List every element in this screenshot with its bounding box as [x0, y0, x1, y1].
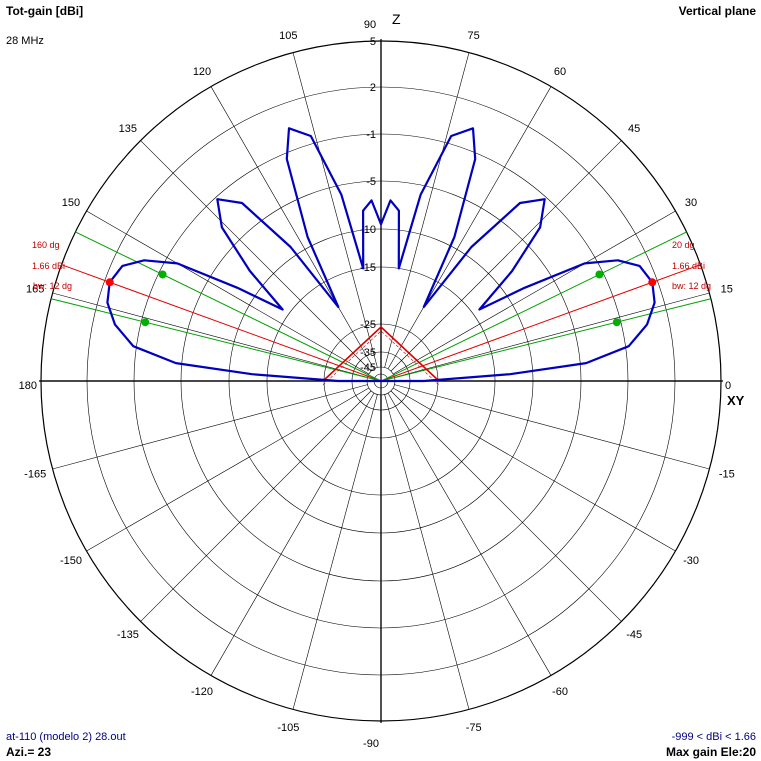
beamwidth-marker	[595, 270, 604, 279]
beam-angle-label: 20 dg	[672, 240, 695, 250]
beamwidth-label: bw: 12 dg	[33, 281, 72, 291]
gain-tick-label: 5	[370, 36, 376, 48]
plane-title: Vertical plane	[678, 4, 756, 18]
beamwidth-marker	[158, 270, 167, 279]
beam-gain-label: 1.66 dBi	[32, 261, 65, 271]
grid-spoke	[384, 394, 470, 710]
z-axis-label: Z	[392, 11, 401, 27]
angle-tick-label: -135	[117, 629, 139, 641]
angle-tick-label: 45	[628, 123, 640, 135]
beamwidth-label: bw: 12 dg	[672, 281, 711, 291]
gain-tick-label: -45	[360, 362, 376, 374]
grid-spoke	[292, 394, 378, 710]
grid-spoke	[86, 387, 370, 552]
angle-tick-label: -120	[191, 686, 213, 698]
gain-title: Tot-gain [dBi]	[6, 4, 84, 18]
angle-tick-label: 105	[279, 30, 297, 42]
beam-markers	[105, 270, 657, 327]
beam-center-line	[61, 264, 382, 382]
angle-tick-label: -150	[60, 555, 82, 567]
angle-tick-label: 120	[193, 66, 211, 78]
gain-range-label: -999 < dBi < 1.66	[671, 731, 756, 743]
grid-spoke	[387, 392, 552, 676]
grid-spoke	[210, 86, 375, 370]
grid-spoke	[140, 390, 372, 622]
grid-spoke	[390, 140, 622, 372]
gain-tick-label: -35	[360, 347, 376, 359]
angle-tick-label: 30	[685, 197, 697, 209]
angle-tick-label: 135	[119, 123, 137, 135]
grid-spoke	[52, 384, 368, 470]
max-gain-label: Max gain Ele:20	[665, 745, 756, 759]
grid-spoke	[394, 384, 710, 470]
gain-tick-label: -1	[366, 129, 376, 141]
grid-spoke	[292, 52, 378, 368]
angle-tick-label: -90	[363, 738, 379, 750]
grid-spoke	[390, 390, 622, 622]
beamwidth-marker	[612, 318, 621, 327]
grid-spoke	[52, 292, 368, 378]
grid-spoke	[392, 387, 676, 552]
xy-axis-label: XY	[727, 393, 745, 408]
beamwidth-line	[380, 231, 687, 382]
angle-tick-label: -60	[552, 686, 568, 698]
ground-triangle	[322, 325, 440, 382]
beam-center-line	[380, 264, 701, 382]
angle-tick-label: 75	[468, 30, 480, 42]
angle-tick-label: -75	[466, 722, 482, 734]
gain-pattern-curve	[106, 127, 656, 383]
angle-tick-label: -15	[719, 469, 735, 481]
grid-spoke	[387, 86, 552, 370]
gain-tick-label: -5	[366, 176, 376, 188]
frequency-label: 28 MHz	[6, 35, 44, 47]
grid-spoke	[86, 210, 370, 375]
beam-angle-label: 160 dg	[32, 240, 60, 250]
beamwidth-line	[50, 298, 382, 382]
angle-tick-label: -30	[683, 555, 699, 567]
beamwidth-line	[380, 298, 712, 382]
tick-labels: 9075604530150-15-30-45-60-75-90-105-120-…	[19, 19, 735, 750]
azimuth-label: Azi.= 23	[6, 745, 52, 759]
angle-tick-label: 60	[554, 66, 566, 78]
angle-tick-label: 0	[725, 380, 731, 392]
angle-tick-label: 180	[19, 380, 37, 392]
gain-tick-label: -25	[360, 319, 376, 331]
file-label: at-110 (modelo 2) 28.out	[6, 731, 126, 743]
angle-tick-label: 165	[26, 283, 44, 295]
angle-tick-label: -105	[277, 722, 299, 734]
grid-spoke	[384, 52, 470, 368]
angle-tick-label: 15	[721, 283, 733, 295]
angle-tick-label: 150	[62, 197, 80, 209]
angle-tick-label: -45	[626, 629, 642, 641]
angle-tick-label: 90	[364, 19, 376, 31]
grid-spoke	[210, 392, 375, 676]
beam-gain-label: 1.66 dBi	[672, 261, 705, 271]
max-gain-marker	[105, 278, 114, 287]
beam-annotations: 20 dg 1.66 dBi bw: 12 dg 160 dg 1.66 dBi bw: …	[32, 231, 712, 386]
angle-tick-label: -165	[24, 469, 46, 481]
grid-spoke	[392, 210, 676, 375]
gain-tick-label: 2	[370, 82, 376, 94]
beamwidth-marker	[141, 318, 150, 327]
grid-spoke	[394, 292, 710, 378]
grid-spoke	[140, 140, 372, 372]
beamwidth-line	[75, 231, 382, 382]
max-gain-marker	[648, 278, 657, 287]
ground-triangle-inner	[322, 330, 440, 386]
